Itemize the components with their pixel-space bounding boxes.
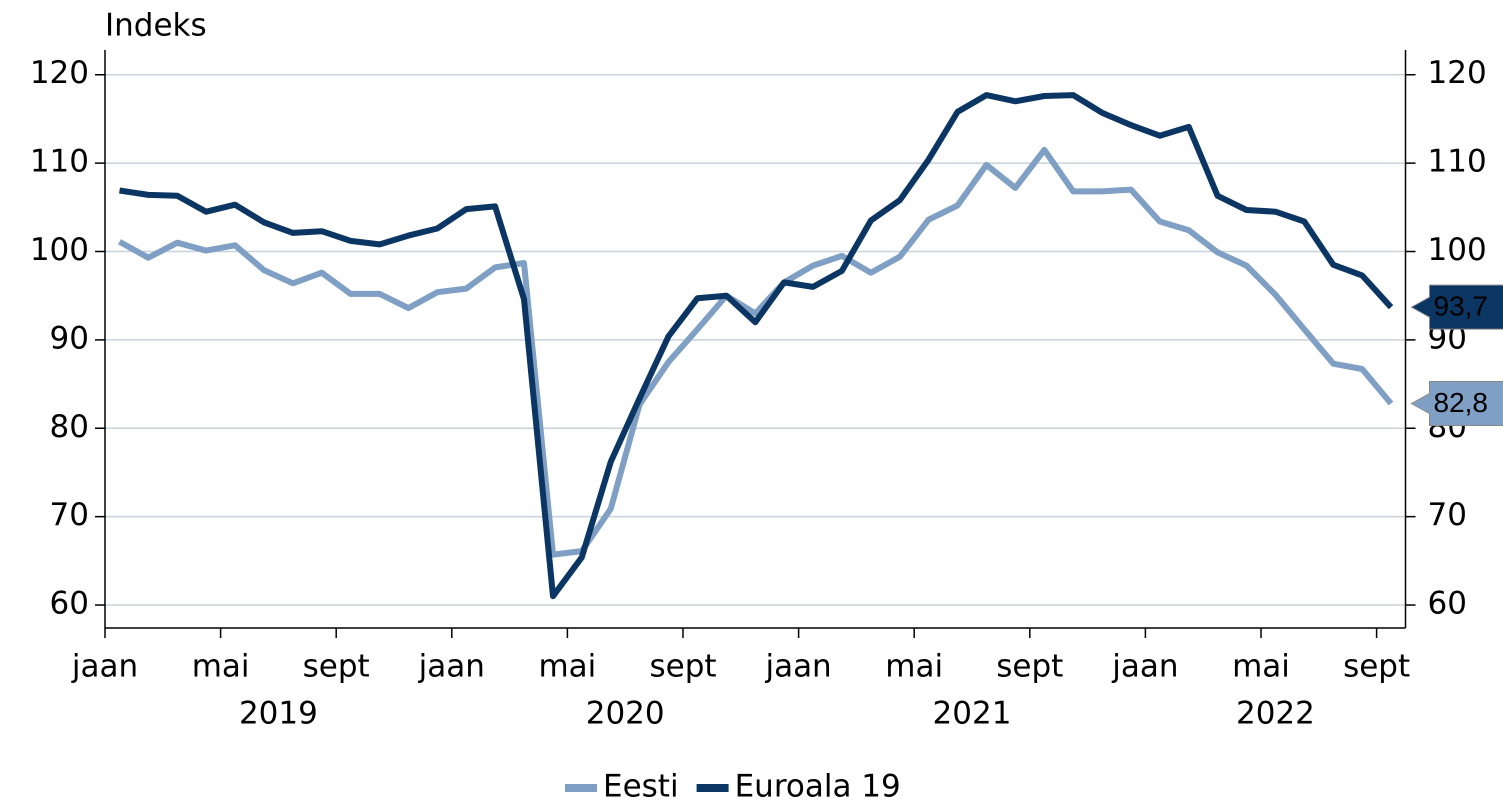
value-label: 93,7: [1434, 291, 1489, 322]
y-tick-label: 120: [30, 55, 89, 91]
y2-tick-label: 100: [1428, 232, 1487, 268]
x-tick-label: jaan: [1111, 649, 1178, 685]
y2-tick-label: 120: [1428, 55, 1487, 91]
x-tick-label: sept: [1343, 649, 1410, 685]
y2-tick-label: 110: [1428, 144, 1487, 180]
x-tick-label: jaan: [418, 649, 485, 685]
y-tick-label: 90: [50, 320, 89, 356]
x-tick-label: mai: [1232, 649, 1290, 685]
value-label-box: [1410, 381, 1503, 427]
x-tick-label: sept: [303, 649, 370, 685]
year-label: 2020: [586, 696, 665, 732]
legend-label: Eesti: [603, 769, 679, 801]
y-tick-label: 100: [30, 232, 89, 268]
series-line: [119, 92, 1394, 600]
x-tick-label: jaan: [71, 649, 138, 685]
y2-tick-label: 60: [1428, 586, 1467, 622]
value-label-box: [1410, 284, 1503, 330]
y-tick-label: 60: [50, 586, 89, 622]
y-tick-label: 110: [30, 144, 89, 180]
x-tick-label: jaan: [764, 649, 831, 685]
year-label: 2022: [1236, 696, 1315, 732]
legend-label: Euroala 19: [735, 769, 901, 801]
series-line: [118, 146, 1394, 558]
x-tick-label: mai: [192, 649, 250, 685]
x-tick-label: sept: [649, 649, 716, 685]
x-tick-label: mai: [538, 649, 596, 685]
axis-title: Indeks: [105, 8, 207, 44]
y2-tick-label: 70: [1428, 497, 1467, 533]
x-tick-label: mai: [885, 649, 943, 685]
year-label: 2019: [239, 696, 318, 732]
x-tick-label: sept: [996, 649, 1063, 685]
year-label: 2021: [933, 696, 1012, 732]
y-tick-label: 80: [50, 409, 89, 445]
value-label: 82,8: [1434, 387, 1489, 418]
y-tick-label: 70: [50, 497, 89, 533]
